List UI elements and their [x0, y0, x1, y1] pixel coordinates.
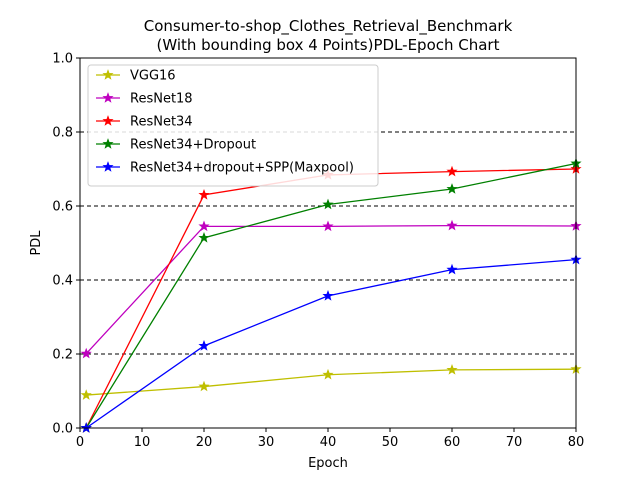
x-tick-label-7: 70: [506, 435, 523, 450]
chart-subtitle: (With bounding box 4 Points)PDL-Epoch Ch…: [156, 36, 499, 54]
series-4-point-3: [446, 263, 458, 275]
legend-swatch-marker-3: [102, 138, 114, 149]
legend-entry-4: ResNet34+dropout+SPP(Maxpool): [130, 161, 354, 176]
x-axis-ticks: 0 10 20 30 40 50 60 70 80: [76, 428, 584, 450]
legend-swatch-marker-0: [102, 69, 114, 80]
y-tick-label-2: 0.4: [52, 274, 73, 289]
legend-swatch-marker-1: [102, 92, 114, 103]
legend-entry-0: VGG16: [130, 69, 176, 84]
series-1-point-0: [80, 347, 92, 359]
series-0-point-0: [80, 389, 92, 400]
y-axis-ticks: 0.0 0.2 0.4 0.6 0.8 1.0: [52, 52, 80, 437]
series-1: [80, 219, 582, 359]
x-tick-label-8: 80: [568, 435, 585, 450]
series-1-point-1: [198, 220, 210, 232]
series-0-point-1: [198, 380, 210, 392]
legend-entry-2: ResNet34: [130, 115, 193, 130]
x-tick-label-2: 20: [196, 435, 213, 450]
y-tick-label-0: 0.0: [52, 422, 73, 437]
legend: VGG16 ResNet18 ResNet34 ResNet34+Dropout Res…: [87, 64, 379, 187]
series-0-point-3: [446, 364, 458, 375]
series-0-point-2: [322, 368, 334, 380]
y-axis-label: PDL: [29, 230, 44, 256]
series-4-point-2: [322, 290, 334, 301]
chart-title: Consumer-to-shop_Clothes_Retrieval_Bench…: [144, 17, 513, 36]
series-1-point-2: [322, 220, 334, 232]
series-3-point-1: [198, 231, 210, 243]
legend-box: [87, 64, 379, 187]
y-tick-label-4: 0.8: [52, 126, 73, 141]
x-tick-label-6: 60: [444, 435, 461, 450]
series-4-point-1: [198, 340, 210, 351]
legend-swatch-marker-4: [102, 161, 114, 172]
series-1-point-3: [446, 219, 458, 231]
legend-entry-1: ResNet18: [130, 92, 193, 107]
legend-swatch-marker-2: [102, 115, 114, 126]
y-tick-label-5: 1.0: [52, 52, 73, 67]
series-2-point-1: [198, 189, 210, 200]
x-axis-label: Epoch: [308, 456, 348, 471]
legend-entry-3: ResNet34+Dropout: [130, 138, 256, 153]
x-tick-label-4: 40: [320, 435, 337, 450]
x-tick-label-5: 50: [382, 435, 399, 450]
x-tick-label-0: 0: [76, 435, 84, 450]
y-tick-label-1: 0.2: [52, 348, 73, 363]
x-tick-label-1: 10: [134, 435, 151, 450]
x-tick-label-3: 30: [258, 435, 275, 450]
y-tick-label-3: 0.6: [52, 200, 73, 215]
series-3-point-3: [446, 183, 458, 194]
series-3-point-2: [322, 198, 334, 210]
series-2-point-3: [446, 165, 458, 177]
